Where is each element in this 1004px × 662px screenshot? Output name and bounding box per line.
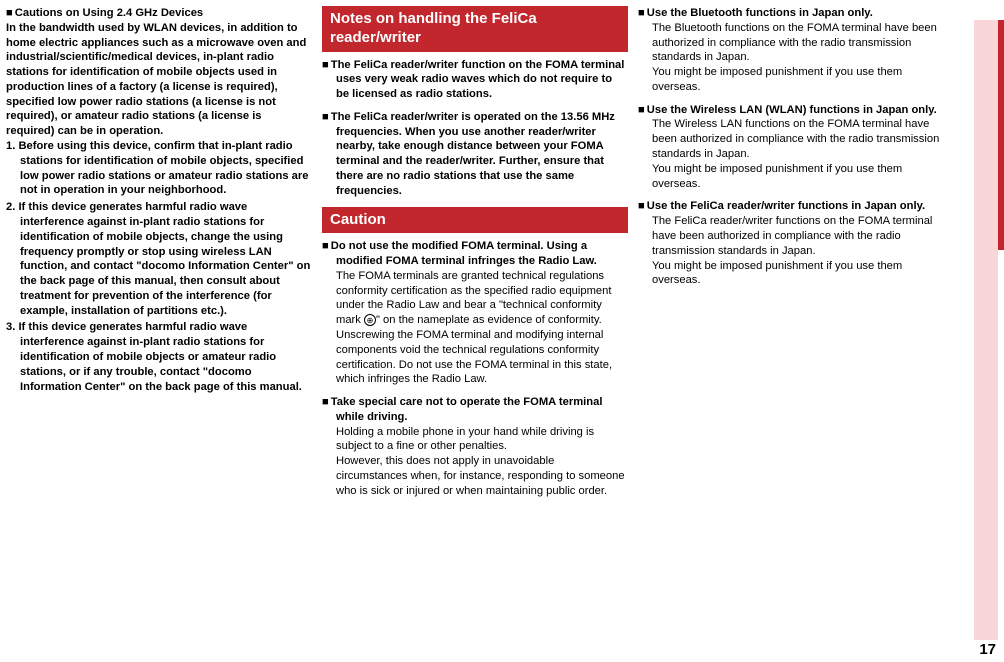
col1-intro: In the bandwidth used by WLAN devices, i… bbox=[6, 22, 306, 137]
section-caution-heading: Caution bbox=[322, 207, 628, 234]
col3-bullet-2: Use the Wireless LAN (WLAN) functions in… bbox=[638, 103, 944, 192]
col3-b2-body: The Wireless LAN functions on the FOMA t… bbox=[638, 117, 944, 191]
section-notes-heading: Notes on handling the FeliCa reader/writ… bbox=[322, 6, 628, 52]
column-1: Cautions on Using 2.4 GHz Devices In the… bbox=[6, 6, 312, 656]
col1-heading: Cautions on Using 2.4 GHz Devices bbox=[6, 6, 312, 21]
notes-b2: The FeliCa reader/writer is operated on … bbox=[322, 110, 628, 199]
col1-item-1: 1. Before using this device, confirm tha… bbox=[20, 139, 312, 198]
caution-b2-body: Holding a mobile phone in your hand whil… bbox=[322, 425, 628, 499]
col3-b3-body: The FeliCa reader/writer functions on th… bbox=[638, 214, 944, 288]
col1-item-2: 2. If this device generates harmful radi… bbox=[20, 200, 312, 318]
col3-bullet-1: Use the Bluetooth functions in Japan onl… bbox=[638, 6, 944, 95]
notes-bullet-2: The FeliCa reader/writer is operated on … bbox=[322, 110, 628, 199]
col3-b2-title: Use the Wireless LAN (WLAN) functions in… bbox=[638, 103, 944, 118]
col3-b1-title: Use the Bluetooth functions in Japan onl… bbox=[638, 6, 944, 21]
col1-block: Cautions on Using 2.4 GHz Devices In the… bbox=[6, 6, 312, 394]
column-2: Notes on handling the FeliCa reader/writ… bbox=[322, 6, 628, 656]
page-container: Cautions on Using 2.4 GHz Devices In the… bbox=[0, 0, 1004, 662]
col3-b1-body: The Bluetooth functions on the FOMA term… bbox=[638, 21, 944, 95]
caution-b1-body: The FOMA terminals are granted technical… bbox=[322, 269, 628, 387]
caution-b1-body-b: " on the nameplate as evidence of confor… bbox=[336, 314, 612, 385]
caution-bullet-1: Do not use the modified FOMA terminal. U… bbox=[322, 239, 628, 387]
conformity-mark-icon: ⊕ bbox=[364, 314, 376, 326]
column-3: Use the Bluetooth functions in Japan onl… bbox=[638, 6, 944, 656]
col3-bullet-3: Use the FeliCa reader/writer functions i… bbox=[638, 199, 944, 288]
caution-bullet-2: Take special care not to operate the FOM… bbox=[322, 395, 628, 498]
caution-b2-title: Take special care not to operate the FOM… bbox=[322, 395, 628, 425]
side-tab-bar bbox=[998, 20, 1004, 250]
page-number: 17 bbox=[979, 641, 996, 658]
caution-b1-title: Do not use the modified FOMA terminal. U… bbox=[322, 239, 628, 269]
col1-item-3: 3. If this device generates harmful radi… bbox=[20, 320, 312, 394]
notes-b1: The FeliCa reader/writer function on the… bbox=[322, 58, 628, 102]
notes-bullet-1: The FeliCa reader/writer function on the… bbox=[322, 58, 628, 102]
col1-list: 1. Before using this device, confirm tha… bbox=[6, 139, 312, 394]
col3-b3-title: Use the FeliCa reader/writer functions i… bbox=[638, 199, 944, 214]
